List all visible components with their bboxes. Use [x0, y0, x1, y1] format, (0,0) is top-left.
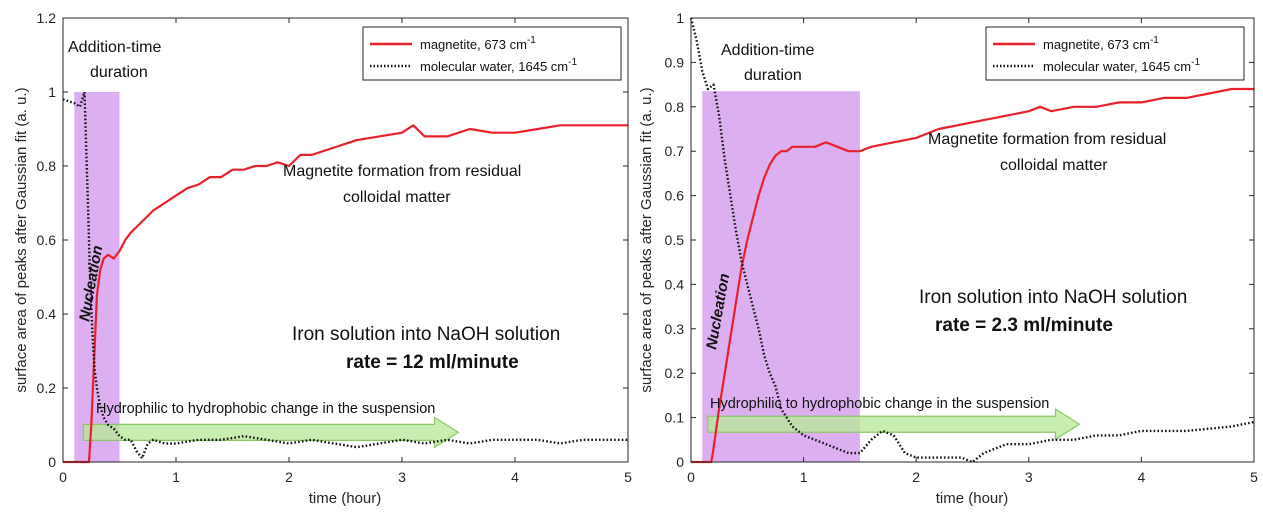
left-formation-label-line1: Magnetite formation from residual	[283, 163, 521, 180]
left-x-tick-label: 5	[624, 469, 632, 485]
left-addition-time-shade	[74, 92, 120, 462]
right-solution-label: Iron solution into NaOH solution	[919, 287, 1187, 308]
right-legend-magnetite-text: magnetite, 673 cm	[1043, 37, 1150, 52]
right-x-tick-label: 5	[1250, 469, 1258, 485]
left-x-tick-label: 0	[59, 469, 67, 485]
right-rate-label: rate = 2.3 ml/minute	[935, 315, 1113, 336]
right-series-water-line	[689, 17, 1255, 464]
right-y-tick-label: 0.6	[665, 188, 685, 204]
right-x-tick-label: 0	[687, 469, 695, 485]
right-chart: 0 1 2 3 4 5 0 0.1 0.2 0.3 0.4 0.5 0.6 0.7 0.8 0.9 1 time…	[638, 10, 1258, 507]
right-series-magnetite-line	[691, 87, 1254, 464]
left-legend-water-label: molecular water, 1645 cm-1	[420, 57, 577, 74]
left-hydrophobic-arrow	[82, 416, 460, 449]
right-legend-water-text: molecular water, 1645 cm	[1043, 59, 1191, 74]
right-plot-frame	[690, 17, 1255, 463]
left-y-axis-label: surface area of peaks after Gaussian fit…	[13, 87, 30, 392]
right-x-tick-label: 3	[1025, 469, 1033, 485]
left-plot-area	[63, 18, 628, 462]
left-x-tick-label: 2	[285, 469, 293, 485]
left-y-tick-label: 0.2	[37, 380, 57, 396]
left-y-tick-label: 0.4	[37, 306, 57, 322]
left-shaded-region	[74, 92, 120, 462]
right-addition-label-line1: Addition-time	[721, 42, 814, 59]
right-series-lines	[689, 17, 1255, 464]
left-x-tick-label: 3	[398, 469, 406, 485]
right-y-tick-label: 0.3	[665, 321, 685, 337]
left-chart: 0 1 2 3 4 5 0 0.2 0.4 0.6 0.8 1 1.2 time (hour) surf…	[13, 10, 632, 507]
right-legend-water-sup: -1	[1191, 57, 1200, 68]
right-y-tick-label: 0.7	[665, 143, 685, 159]
left-legend-magnetite-sup: -1	[527, 35, 536, 46]
right-shaded-region	[702, 91, 860, 462]
left-legend-water-text: molecular water, 1645 cm	[420, 59, 568, 74]
right-y-tick-label: 0	[676, 454, 684, 470]
right-y-tick-label: 0.8	[665, 99, 685, 115]
left-y-tick-label: 1.2	[37, 10, 57, 26]
right-legend-magnetite-label: magnetite, 673 cm-1	[1043, 35, 1159, 52]
right-hydrophobic-arrow	[707, 408, 1081, 441]
right-arrow-shape	[707, 408, 1081, 441]
left-x-tick-label: 1	[172, 469, 180, 485]
right-x-tick-label: 1	[800, 469, 808, 485]
left-solution-label: Iron solution into NaOH solution	[292, 324, 560, 345]
right-legend: magnetite, 673 cm-1 molecular water, 164…	[985, 26, 1245, 81]
right-arrow-label: Hydrophilic to hydrophobic change in the…	[710, 396, 1049, 412]
left-series-magnetite-line	[63, 124, 628, 464]
right-axis-ticks: 0 1 2 3 4 5 0 0.1 0.2 0.3 0.4 0.5 0.6 0.7 0.8 0.9 1	[665, 10, 1259, 485]
right-addition-label-line2: duration	[744, 67, 802, 84]
right-y-axis-label: surface area of peaks after Gaussian fit…	[638, 87, 655, 392]
right-x-axis-label: time (hour)	[936, 490, 1009, 507]
right-y-tick-label: 0.5	[665, 232, 685, 248]
left-rate-label: rate = 12 ml/minute	[346, 352, 519, 373]
right-y-tick-label: 1	[676, 10, 684, 26]
left-plot-frame	[62, 17, 629, 463]
left-y-tick-label: 1	[48, 84, 56, 100]
left-x-tick-label: 4	[511, 469, 519, 485]
left-legend-box	[362, 26, 622, 81]
left-legend: magnetite, 673 cm-1 molecular water, 164…	[362, 26, 622, 81]
right-x-tick-label: 2	[912, 469, 920, 485]
right-formation-label-line2: colloidal matter	[1000, 157, 1108, 174]
right-legend-box	[985, 26, 1245, 81]
right-y-tick-label: 0.1	[665, 410, 685, 426]
right-y-tick-label: 0.9	[665, 54, 685, 70]
left-legend-magnetite-text: magnetite, 673 cm	[420, 37, 527, 52]
right-formation-label-line1: Magnetite formation from residual	[928, 131, 1166, 148]
left-addition-label-line2: duration	[90, 64, 148, 81]
right-y-tick-label: 0.2	[665, 365, 685, 381]
right-x-tick-label: 4	[1138, 469, 1146, 485]
left-series-water-line	[62, 90, 628, 460]
left-legend-magnetite-label: magnetite, 673 cm-1	[420, 35, 536, 52]
left-y-tick-label: 0	[48, 454, 56, 470]
left-formation-label-line2: colloidal matter	[343, 189, 451, 206]
right-legend-magnetite-sup: -1	[1150, 35, 1159, 46]
left-series-lines	[62, 90, 628, 464]
left-arrow-shape	[82, 416, 460, 449]
left-y-tick-label: 0.8	[37, 158, 57, 174]
left-y-tick-label: 0.6	[37, 232, 57, 248]
left-x-axis-label: time (hour)	[309, 490, 382, 507]
right-addition-time-shade	[702, 91, 860, 462]
left-arrow-label: Hydrophilic to hydrophobic change in the…	[96, 401, 435, 417]
left-legend-water-sup: -1	[568, 57, 577, 68]
right-y-tick-label: 0.4	[665, 276, 685, 292]
right-legend-water-label: molecular water, 1645 cm-1	[1043, 57, 1200, 74]
left-addition-label-line1: Addition-time	[68, 39, 161, 56]
